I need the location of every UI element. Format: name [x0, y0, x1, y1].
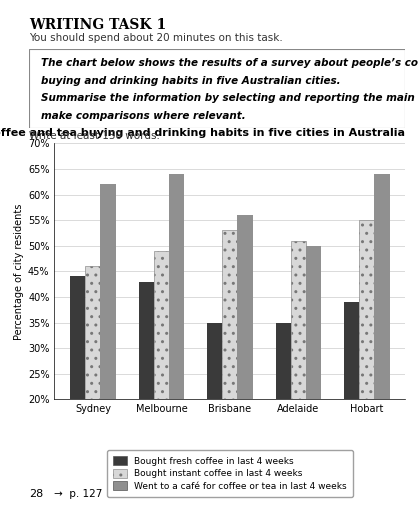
Bar: [237, 215, 252, 502]
Bar: [100, 184, 115, 502]
Bar: [154, 251, 169, 502]
Text: buying and drinking habits in five Australian cities.: buying and drinking habits in five Austr…: [41, 76, 340, 86]
Legend: Bought fresh coffee in last 4 weeks, Bought instant coffee in last 4 weeks, Went: Bought fresh coffee in last 4 weeks, Bou…: [107, 450, 353, 497]
Text: →  p. 127: → p. 127: [54, 489, 103, 499]
Bar: [291, 241, 306, 502]
Text: Summarise the information by selecting and reporting the main features, and: Summarise the information by selecting a…: [41, 93, 418, 103]
Bar: [207, 323, 222, 502]
Y-axis label: Percentage of city residents: Percentage of city residents: [14, 203, 24, 339]
Bar: [359, 220, 375, 502]
Bar: [139, 282, 154, 502]
Text: The chart below shows the results of a survey about people’s coffee and tea: The chart below shows the results of a s…: [41, 58, 418, 68]
Text: make comparisons where relevant.: make comparisons where relevant.: [41, 111, 245, 120]
Text: You should spend about 20 minutes on this task.: You should spend about 20 minutes on thi…: [29, 33, 283, 44]
Bar: [306, 246, 321, 502]
Bar: [276, 323, 291, 502]
Text: Write at least 150 words.: Write at least 150 words.: [29, 131, 160, 141]
Bar: [70, 276, 85, 502]
Bar: [222, 230, 237, 502]
FancyBboxPatch shape: [29, 49, 405, 128]
Bar: [375, 174, 390, 502]
Bar: [85, 266, 100, 502]
Text: Coffee and tea buying and drinking habits in five cities in Australia: Coffee and tea buying and drinking habit…: [0, 129, 405, 138]
Text: WRITING TASK 1: WRITING TASK 1: [29, 18, 166, 32]
Bar: [344, 302, 359, 502]
Bar: [169, 174, 184, 502]
Text: 28: 28: [29, 489, 43, 499]
